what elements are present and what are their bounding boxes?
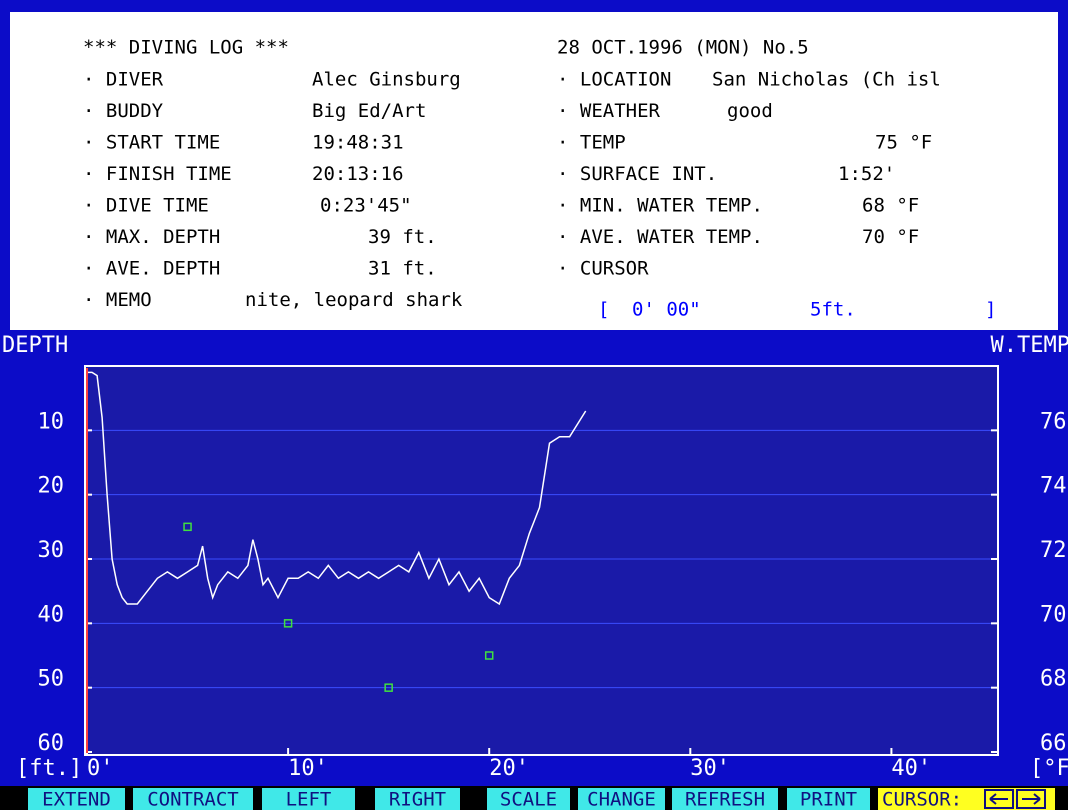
field-value: 1:52' (838, 163, 895, 185)
arrow-left-box (984, 789, 1014, 809)
y-unit: [ft.] (16, 756, 82, 781)
cursor-arrows (984, 789, 1046, 809)
field-value: Alec Ginsburg (312, 69, 461, 91)
arrow-left (989, 793, 1008, 805)
y2-tick-label: 70 (1040, 602, 1067, 627)
field-value: 0:23'45" (320, 195, 412, 217)
function-key-label: CHANGE (587, 789, 656, 810)
function-key (28, 788, 125, 810)
y-tick-label: 60 (38, 731, 65, 756)
field-value: 39 ft. (368, 226, 437, 248)
function-key (672, 788, 778, 810)
field-label: · MAX. DEPTH (83, 226, 220, 248)
y-tick-label: 30 (38, 538, 65, 563)
arrow-right-box (1016, 789, 1046, 809)
y2-axis-label: W.TEMP (991, 333, 1068, 358)
function-key-label: RIGHT (389, 789, 446, 810)
y-tick-label: 10 (38, 409, 65, 434)
y-tick-label: 20 (38, 474, 65, 499)
y2-tick-label: 72 (1040, 538, 1067, 563)
function-key (487, 788, 570, 810)
x-tick-label: 0' (87, 756, 114, 781)
field-label: · AVE. WATER TEMP. (557, 226, 763, 248)
field-value: 19:48:31 (312, 132, 404, 154)
field-value: 20:13:16 (312, 163, 404, 185)
function-key (262, 788, 355, 810)
log-title: *** DIVING LOG *** (83, 37, 289, 59)
cursor-time: 0' 00" (632, 299, 701, 321)
field-value: 31 ft. (368, 258, 437, 280)
field-label: · MEMO (83, 289, 152, 311)
arrow-right (1022, 793, 1041, 805)
function-key (578, 788, 665, 810)
x-tick-label: 40' (891, 756, 931, 781)
field-label: · TEMP (557, 132, 626, 154)
function-key-label: REFRESH (685, 789, 765, 810)
y2-tick-label: 74 (1040, 474, 1067, 499)
function-key-label: CURSOR: (882, 789, 962, 810)
keys: EXTEND CONTRACT LEFT RIGHT SCALE CHANGE REFRES… (28, 788, 1055, 810)
field-label: · CURSOR (557, 258, 649, 280)
y2-tick-label: 66 (1040, 731, 1067, 756)
field-label: · DIVE TIME (83, 195, 209, 217)
x-tick-label: 30' (690, 756, 730, 781)
field-label: · FINISH TIME (83, 163, 232, 185)
field-label: · LOCATION (557, 69, 671, 91)
field-label: · MIN. WATER TEMP. (557, 195, 763, 217)
field-value: good (727, 100, 773, 122)
field-value: Big Ed/Art (312, 100, 426, 122)
log-panel (10, 12, 1058, 330)
y2-unit: [°F (1030, 756, 1068, 781)
field-label: · SURFACE INT. (557, 163, 717, 185)
cursor-open: [ (598, 299, 609, 321)
temperature-point (384, 683, 393, 692)
function-key-label: PRINT (800, 789, 857, 810)
y-tick-label: 50 (38, 667, 65, 692)
field-label: · WEATHER (557, 100, 661, 122)
field-label: · AVE. DEPTH (83, 258, 220, 280)
function-key-label: LEFT (286, 789, 332, 810)
x-tick-label: 20' (489, 756, 529, 781)
y2-tick-label: 76 (1040, 409, 1067, 434)
function-key-label: SCALE (500, 789, 557, 810)
function-key (878, 788, 1055, 810)
plot: 10 20 30 40 50 60 66 68 70 72 74 76 0' 10' 20' 30' 40' (38, 371, 1067, 781)
y-tick-label: 40 (38, 602, 65, 627)
x-tick-label: 10' (288, 756, 328, 781)
field-value: 75 °F (875, 132, 932, 154)
plot-area (84, 365, 999, 756)
field-value: 68 °F (862, 195, 919, 217)
cursor-close: ] (985, 299, 996, 321)
depth-line (87, 371, 587, 606)
y-axis-label: DEPTH (2, 333, 68, 358)
fields: · DIVER Alec Ginsburg · BUDDY Big Ed/Art · S… (83, 69, 941, 312)
field-value: San Nicholas (Ch isl (712, 69, 941, 91)
function-key (133, 788, 253, 810)
cursor-depth: 5ft. (810, 299, 856, 321)
temperature-point (484, 651, 494, 660)
y2-tick-label: 68 (1040, 667, 1067, 692)
field-label: · BUDDY (83, 100, 164, 122)
function-key (787, 788, 870, 810)
function-key (375, 788, 460, 810)
temperature-point (283, 619, 293, 628)
function-key-label: EXTEND (42, 789, 111, 810)
field-label: · START TIME (83, 132, 220, 154)
log-date: 28 OCT.1996 (MON) No.5 (557, 37, 809, 59)
temperature-point (183, 522, 192, 532)
function-key-label: CONTRACT (147, 789, 239, 810)
field-value: 70 °F (862, 226, 919, 248)
field-value: nite, leopard shark (245, 289, 463, 311)
field-label: · DIVER (83, 69, 164, 91)
